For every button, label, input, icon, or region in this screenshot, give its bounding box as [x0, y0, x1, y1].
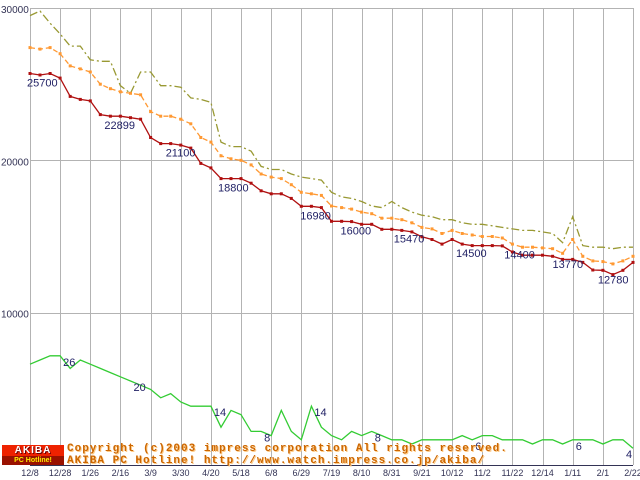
count-label: 6	[475, 441, 481, 453]
x-tick-label: 8/31	[383, 468, 401, 478]
x-tick-label: 4/20	[202, 468, 220, 478]
akiba-logo-bottom-text: PC Hotline!	[2, 456, 64, 465]
x-tick-label: 2/1	[597, 468, 610, 478]
x-tick-label: 5/18	[232, 468, 250, 478]
x-tick-label: 6/29	[293, 468, 311, 478]
x-tick-label: 10/12	[441, 468, 464, 478]
y-tick-label: 30000	[1, 5, 29, 16]
x-tick-label: 11/2	[474, 468, 491, 478]
x-axis-labels: 12/8 12/28 1/26 2/16 3/9 3/30 4/20 5/18 6/8 6/29 7…	[21, 468, 640, 478]
x-tick-label: 7/19	[323, 468, 341, 478]
x-tick-label: 2/22	[624, 468, 640, 478]
price-label: 13770	[553, 259, 584, 271]
count-label: 4	[626, 449, 632, 461]
price-label: 16000	[341, 225, 372, 237]
price-label: 14400	[504, 250, 535, 262]
series-lowest-price	[28, 72, 635, 277]
count-label: 6	[576, 441, 582, 453]
x-tick-label: 6/8	[265, 468, 278, 478]
price-label: 15470	[394, 233, 425, 245]
series-average-price	[28, 46, 635, 266]
price-label: 16980	[300, 210, 331, 222]
x-tick-label: 3/9	[144, 468, 157, 478]
count-labels: 26 20 14 8 14 8 6 6 4	[63, 357, 632, 461]
x-tick-label: 2/16	[112, 468, 130, 478]
count-label: 8	[264, 432, 270, 444]
count-label: 14	[314, 407, 326, 419]
price-labels: 25700 22899 21100 18800 16980 16000 15470 14500…	[27, 78, 628, 287]
series-highest-price	[29, 10, 633, 250]
count-label: 20	[134, 382, 146, 394]
count-label: 14	[214, 407, 226, 419]
x-tick-label: 3/30	[172, 468, 190, 478]
count-label: 8	[375, 432, 381, 444]
price-label: 12780	[598, 274, 629, 286]
series-shop-count	[29, 355, 634, 449]
y-tick-label: 20000	[1, 157, 29, 168]
x-tick-label: 1/26	[82, 468, 100, 478]
y-axis-labels: 30000 20000 10000	[1, 5, 29, 321]
price-label: 25700	[27, 78, 58, 90]
copyright-line2: AKIBA PC Hotline! http://www.watch.impre…	[67, 455, 486, 467]
count-label: 26	[63, 357, 75, 369]
price-label: 21100	[166, 148, 196, 160]
x-tick-label: 8/10	[353, 468, 371, 478]
x-tick-label: 11/22	[501, 468, 523, 478]
x-tick-label: 12/8	[21, 468, 39, 478]
price-label: 18800	[218, 183, 249, 195]
akiba-logo-top-text: AKIBA	[2, 445, 64, 456]
price-label: 14500	[456, 248, 487, 260]
copyright-line1: Copyright (c)2003 impress corporation Al…	[67, 443, 508, 455]
x-tick-label: 12/14	[531, 468, 554, 478]
x-tick-label: 9/21	[413, 468, 431, 478]
grid-lines	[30, 8, 634, 466]
x-tick-label: 1/11	[564, 468, 581, 478]
price-label: 22899	[104, 120, 135, 132]
y-tick-label: 10000	[1, 310, 29, 321]
akiba-logo: AKIBA PC Hotline!	[2, 445, 64, 465]
x-tick-label: 12/28	[49, 468, 72, 478]
